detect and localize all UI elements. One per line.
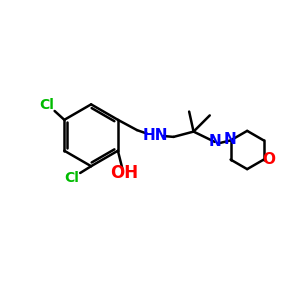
Text: N: N <box>209 134 222 149</box>
Text: Cl: Cl <box>39 98 54 112</box>
Text: N: N <box>224 132 236 147</box>
Text: O: O <box>262 152 275 167</box>
Text: OH: OH <box>110 164 138 182</box>
Text: Cl: Cl <box>64 171 79 185</box>
Text: HN: HN <box>142 128 168 143</box>
